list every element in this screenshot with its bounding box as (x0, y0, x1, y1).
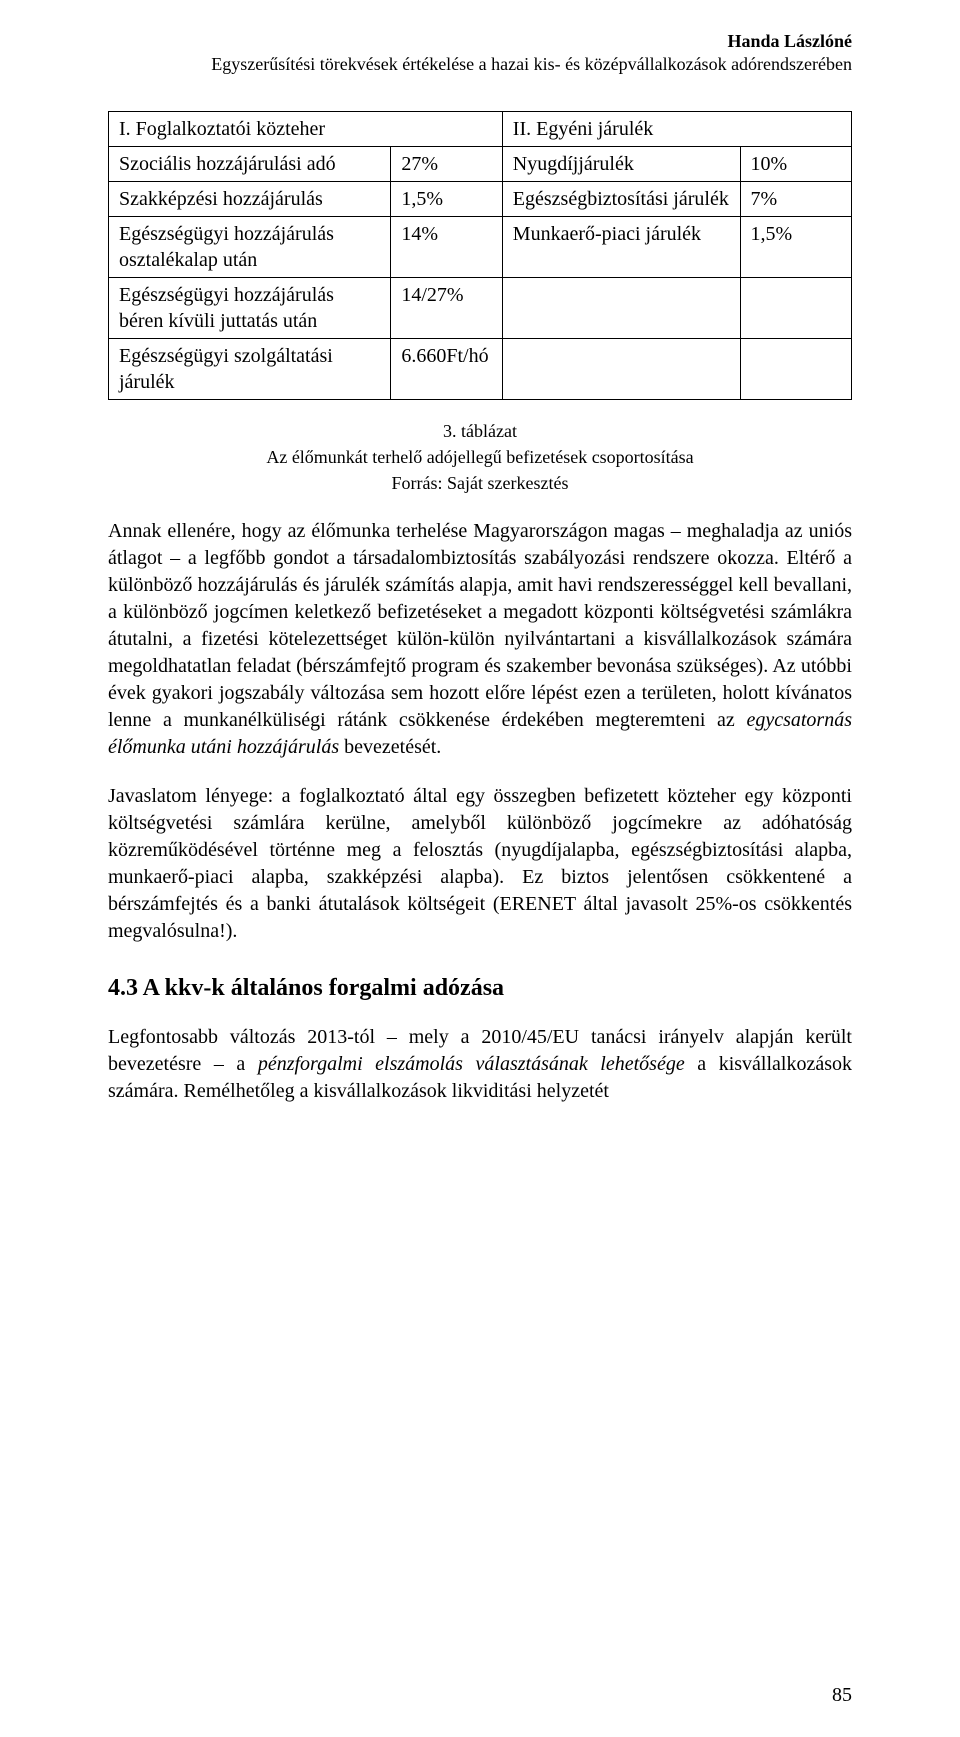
header-author: Handa Lászlóné (108, 30, 852, 53)
contributions-table-wrapper: I. Foglalkoztatói közteher II. Egyéni já… (108, 111, 852, 496)
cell (502, 278, 740, 339)
caption-number: 3. táblázat (108, 418, 852, 444)
cell: 6.660Ft/hó (391, 339, 502, 400)
section-heading: 4.3 A kkv-k általános forgalmi adózása (108, 975, 852, 1002)
table-header-row: I. Foglalkoztatói közteher II. Egyéni já… (109, 112, 852, 147)
cell: Szakképzési hozzájárulás (109, 182, 391, 217)
col3-header: II. Egyéni járulék (502, 112, 851, 147)
cell: 7% (740, 182, 851, 217)
cell: 14% (391, 217, 502, 278)
table-caption: 3. táblázat Az élőmunkát terhelő adójell… (108, 418, 852, 496)
cell: 1,5% (740, 217, 851, 278)
contributions-table: I. Foglalkoztatói közteher II. Egyéni já… (108, 111, 852, 400)
cell: 14/27% (391, 278, 502, 339)
table-row: Egészségügyi hozzájárulás osztalékalap u… (109, 217, 852, 278)
cell (740, 339, 851, 400)
col1-header: I. Foglalkoztatói közteher (109, 112, 503, 147)
cell: 10% (740, 147, 851, 182)
cell: 27% (391, 147, 502, 182)
paragraph-1: Annak ellenére, hogy az élőmunka terhelé… (108, 518, 852, 761)
cell: Munkaerő-piaci járulék (502, 217, 740, 278)
paragraph-2: Javaslatom lényege: a foglalkoztató álta… (108, 783, 852, 945)
cell: 1,5% (391, 182, 502, 217)
header-subtitle: Egyszerűsítési törekvések értékelése a h… (108, 53, 852, 76)
table-row: Szakképzési hozzájárulás 1,5% Egészségbi… (109, 182, 852, 217)
page-number: 85 (832, 1684, 852, 1707)
cell: Nyugdíjjárulék (502, 147, 740, 182)
cell (502, 339, 740, 400)
cell: Egészségügyi hozzájárulás béren kívüli j… (109, 278, 391, 339)
running-header: Handa Lászlóné Egyszerűsítési törekvések… (108, 30, 852, 75)
page: Handa Lászlóné Egyszerűsítési törekvések… (0, 0, 960, 1737)
cell: Egészségbiztosítási járulék (502, 182, 740, 217)
cell (740, 278, 851, 339)
cell: Egészségügyi szolgáltatási járulék (109, 339, 391, 400)
p1-text-b: bevezetését. (339, 736, 441, 758)
table-row: Egészségügyi szolgáltatási járulék 6.660… (109, 339, 852, 400)
p3-emphasis: pénzforgalmi elszámolás választásának le… (258, 1053, 685, 1075)
table-row: Szociális hozzájárulási adó 27% Nyugdíjj… (109, 147, 852, 182)
cell: Szociális hozzájárulási adó (109, 147, 391, 182)
cell: Egészségügyi hozzájárulás osztalékalap u… (109, 217, 391, 278)
caption-source: Forrás: Saját szerkesztés (108, 470, 852, 496)
p1-text-a: Annak ellenére, hogy az élőmunka terhelé… (108, 520, 852, 731)
table-row: Egészségügyi hozzájárulás béren kívüli j… (109, 278, 852, 339)
paragraph-3: Legfontosabb változás 2013-tól – mely a … (108, 1024, 852, 1105)
caption-title: Az élőmunkát terhelő adójellegű befizeté… (108, 444, 852, 470)
